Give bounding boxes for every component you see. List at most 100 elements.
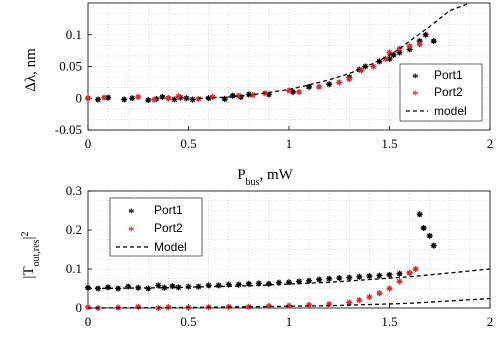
chart2-ytick-label: 0.2 bbox=[66, 222, 82, 237]
chart1-point-port2 bbox=[370, 63, 377, 70]
chart2-xtick-label: 1.5 bbox=[381, 314, 397, 329]
chart2-point-port2 bbox=[376, 290, 383, 297]
chart1-xtick-label: 1 bbox=[286, 136, 293, 151]
chart1-point-port1 bbox=[376, 58, 383, 65]
chart2-legend-label-model: Model bbox=[154, 240, 187, 254]
chart2-point-port1 bbox=[215, 282, 222, 289]
chart2-point-port1 bbox=[356, 273, 363, 280]
chart2-point-port1 bbox=[326, 275, 333, 282]
chart2-legend-marker-port1: * bbox=[128, 205, 135, 220]
chart1-point-port1 bbox=[159, 93, 166, 100]
chart2-point-port2 bbox=[85, 304, 91, 311]
chart1-point-port1 bbox=[326, 81, 333, 88]
chart1-legend-marker-port2: * bbox=[412, 87, 419, 102]
chart-transmission: 0 0.5 1 1.5 200.10.20.3 |Tout,res|2 * Port1 … bbox=[20, 183, 494, 329]
chart1-ylabel: Δλ, nm bbox=[23, 48, 39, 92]
chart2-point-port2 bbox=[396, 278, 403, 285]
chart1-xlabel-main: P bbox=[237, 167, 245, 183]
chart2-point-port2 bbox=[366, 294, 373, 301]
chart1-point-port2 bbox=[135, 93, 142, 100]
chart2-point-port1 bbox=[420, 225, 427, 232]
chart1-xtick-label: 0.5 bbox=[180, 136, 196, 151]
chart1-point-port1 bbox=[229, 92, 236, 99]
chart1-point-port1 bbox=[171, 96, 178, 103]
chart2-ylabel-main: |T bbox=[21, 266, 37, 278]
chart1-legend-marker-port1: * bbox=[412, 70, 419, 85]
chart2-ytick-label: 0.3 bbox=[66, 183, 82, 198]
chart2-point-port2 bbox=[386, 285, 393, 292]
chart1-point-port1 bbox=[221, 95, 228, 102]
chart2-point-port1 bbox=[426, 232, 433, 239]
chart2-legend-label-port1: Port1 bbox=[154, 203, 183, 217]
chart1-legend-label-port2: Port2 bbox=[434, 85, 463, 99]
chart2-ticks: 0 0.5 1 1.5 2 0 0.1 0.2 0.3 bbox=[66, 183, 494, 329]
chart2-point-port1 bbox=[316, 276, 323, 283]
chart2-xtick-label: 0 bbox=[85, 314, 92, 329]
chart1-point-port2 bbox=[85, 95, 91, 102]
chart2-point-port1 bbox=[169, 283, 176, 290]
chart2-ytick-label: 0.1 bbox=[66, 261, 82, 276]
chart1-model-line bbox=[198, 2, 471, 99]
chart2-ylabel: |Tout,res|2 bbox=[20, 231, 42, 278]
chart1-point-port1 bbox=[390, 52, 397, 59]
chart1-point-port1 bbox=[306, 83, 313, 90]
chart1-point-port1 bbox=[129, 95, 136, 102]
chart2-point-port2 bbox=[406, 269, 413, 276]
chart1-point-port2 bbox=[209, 93, 216, 100]
chart2-legend-box bbox=[109, 197, 203, 257]
chart1-point-port2 bbox=[406, 43, 413, 50]
chart1-point-port2 bbox=[175, 93, 182, 100]
chart2-xtick-label: 1 bbox=[286, 314, 293, 329]
chart1-point-port1 bbox=[121, 96, 128, 103]
chart1-xtick-label: 2 bbox=[487, 136, 494, 151]
chart1-point-port2 bbox=[195, 95, 202, 102]
chart1-point-port1 bbox=[422, 31, 429, 38]
chart2-xtick-label: 2 bbox=[487, 314, 494, 329]
chart2-point-port1 bbox=[155, 282, 162, 289]
chart2-point-port2 bbox=[356, 297, 363, 304]
chart1-point-port1 bbox=[183, 95, 190, 102]
chart1-xlabel-suffix: , mW bbox=[259, 167, 293, 183]
chart1-ytick-label: -0.05 bbox=[55, 122, 82, 137]
chart2-point-port1 bbox=[366, 273, 373, 280]
chart1-point-port1 bbox=[145, 97, 152, 104]
chart1-point-port1 bbox=[189, 96, 196, 103]
chart2-point-port1 bbox=[386, 271, 393, 278]
chart1-point-port2 bbox=[346, 76, 353, 83]
chart1-point-port2 bbox=[101, 94, 108, 101]
chart2-legend-label-port2: Port2 bbox=[154, 221, 183, 235]
chart1-legend: * Port1 * Port2 model bbox=[399, 63, 483, 122]
chart1-ytick-label: 0.1 bbox=[66, 27, 82, 42]
chart2-point-port1 bbox=[346, 274, 353, 281]
chart2-point-port1 bbox=[430, 242, 437, 249]
chart2-legend: * Port1 * Port2 Model bbox=[109, 197, 203, 257]
chart2-point-port1 bbox=[265, 280, 272, 287]
chart2-point-port1 bbox=[161, 284, 168, 291]
chart1-ytick-label: 0 bbox=[76, 90, 83, 105]
chart2-ylabel-sup: 2 bbox=[20, 231, 31, 236]
chart1-ytick-label: 0.05 bbox=[59, 59, 82, 74]
chart2-point-port1 bbox=[185, 283, 192, 290]
chart1-marks bbox=[85, 31, 437, 104]
chart2-point-port1 bbox=[85, 284, 91, 291]
chart1-point-port2 bbox=[151, 96, 158, 103]
chart2-point-port1 bbox=[376, 272, 383, 279]
chart1-xlabel: Pbus, mW bbox=[237, 167, 293, 188]
chart2-point-port2 bbox=[135, 303, 142, 310]
chart2-legend-marker-port2: * bbox=[128, 223, 135, 238]
chart2-point-port1 bbox=[396, 270, 403, 277]
chart1-point-port1 bbox=[105, 94, 112, 101]
chart1-legend-box bbox=[399, 63, 483, 122]
chart2-point-port2 bbox=[412, 266, 419, 272]
chart1-point-port1 bbox=[430, 38, 437, 45]
chart1-point-port2 bbox=[165, 95, 172, 102]
chart1-legend-label-port1: Port1 bbox=[434, 68, 463, 82]
chart1-xtick-label: 1.5 bbox=[381, 136, 397, 151]
chart1-point-port2 bbox=[336, 79, 343, 86]
chart2-point-port1 bbox=[105, 284, 112, 291]
chart1-point-port2 bbox=[296, 88, 303, 95]
chart2-ylabel-sub: out,res bbox=[31, 239, 42, 266]
chart2-point-port2 bbox=[306, 301, 313, 308]
